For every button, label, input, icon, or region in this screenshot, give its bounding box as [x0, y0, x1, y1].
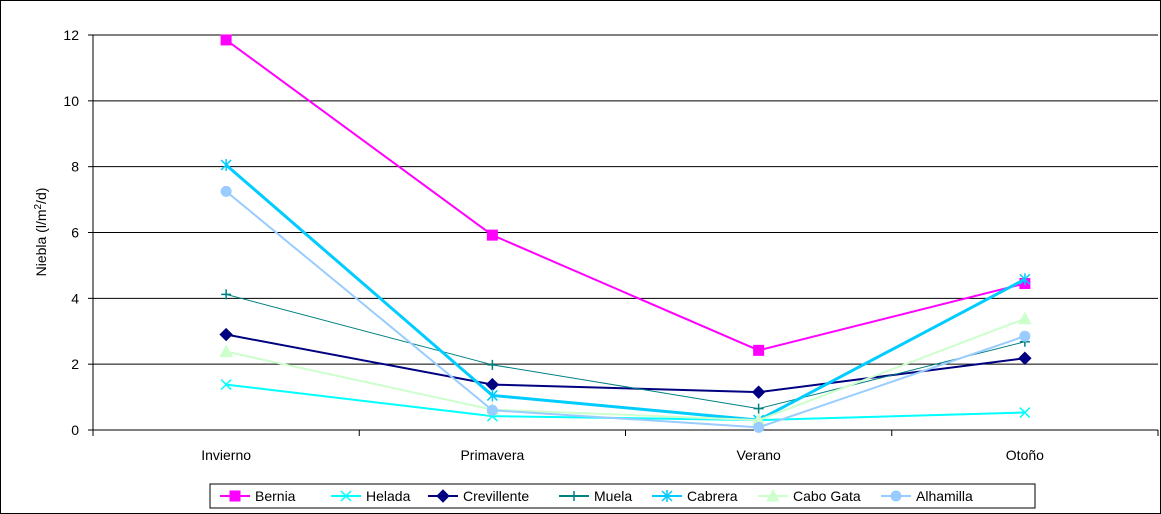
legend-item: Helada: [331, 488, 411, 504]
data-point: [220, 379, 232, 391]
data-point: [221, 289, 232, 300]
series-line: [225, 39, 1026, 352]
legend-label: Alhamilla: [916, 488, 973, 504]
y-tick-label: 10: [63, 93, 79, 109]
data-point: [220, 34, 232, 46]
data-point: [486, 229, 498, 241]
series-line: [225, 317, 1026, 422]
data-point: [1018, 351, 1032, 365]
x-tick-labels: Invierno Primavera Verano Otoño: [201, 447, 1044, 463]
series-cabo-gata: [219, 311, 1032, 426]
x-tick-label: Primavera: [460, 447, 524, 463]
legend-label: Bernia: [255, 488, 296, 504]
series-line: [225, 190, 1026, 429]
legend-marker: [661, 490, 673, 502]
legend-marker: [766, 488, 780, 502]
y-tick-label: 6: [71, 225, 79, 241]
legend-marker: [890, 490, 902, 502]
data-point: [753, 344, 765, 356]
data-point: [486, 404, 498, 416]
data-point: [1018, 311, 1032, 325]
data-point: [753, 421, 765, 433]
legend-label: Crevillente: [463, 488, 529, 504]
y-axis-label: Niebla (l/m2/d): [33, 188, 49, 277]
legend-item: Bernia: [220, 488, 296, 504]
x-tick-label: Verano: [736, 447, 781, 463]
legend-label: Helada: [366, 488, 411, 504]
y-tick-label: 8: [71, 159, 79, 175]
legend-marker: [569, 491, 579, 501]
legend-label: Muela: [594, 488, 632, 504]
legend-marker: [340, 490, 352, 502]
data-point: [487, 359, 498, 370]
data-point: [220, 159, 232, 172]
data-point: [219, 327, 233, 342]
x-tick-label: Otoño: [1006, 447, 1044, 463]
series-alhamilla: [220, 185, 1031, 433]
data-point: [220, 185, 232, 197]
y-tick-label: 0: [71, 422, 79, 438]
legend-label: Cabrera: [687, 488, 738, 504]
data-point: [486, 389, 498, 402]
data-point: [1019, 330, 1031, 342]
legend-label: Cabo Gata: [793, 488, 861, 504]
y-tick-label: 4: [71, 290, 79, 306]
legend-item: Cabrera: [652, 488, 738, 504]
legend: Bernia Helada Crevillente Muela Cabrera Cabo …: [209, 483, 1036, 509]
axes: [88, 34, 1159, 436]
data-point: [1019, 407, 1031, 419]
data-point: [1019, 273, 1031, 286]
series-line: [225, 163, 1026, 422]
y-tick-label: 2: [71, 356, 79, 372]
legend-item: Crevillente: [428, 488, 529, 504]
legend-item: Cabo Gata: [758, 488, 861, 504]
legend-marker: [229, 490, 241, 502]
data-point: [753, 403, 764, 414]
series-line: [225, 293, 1025, 410]
series-layer: [219, 34, 1032, 433]
legend-marker: [436, 489, 450, 503]
legend-item: Alhamilla: [881, 488, 973, 504]
data-point: [751, 385, 766, 399]
data-point: [219, 344, 233, 358]
y-tick-labels: 0 2 4 6 8 10 12: [63, 27, 79, 438]
x-tick-label: Invierno: [201, 447, 251, 463]
legend-item: Muela: [559, 488, 632, 504]
y-tick-label: 12: [63, 27, 79, 43]
